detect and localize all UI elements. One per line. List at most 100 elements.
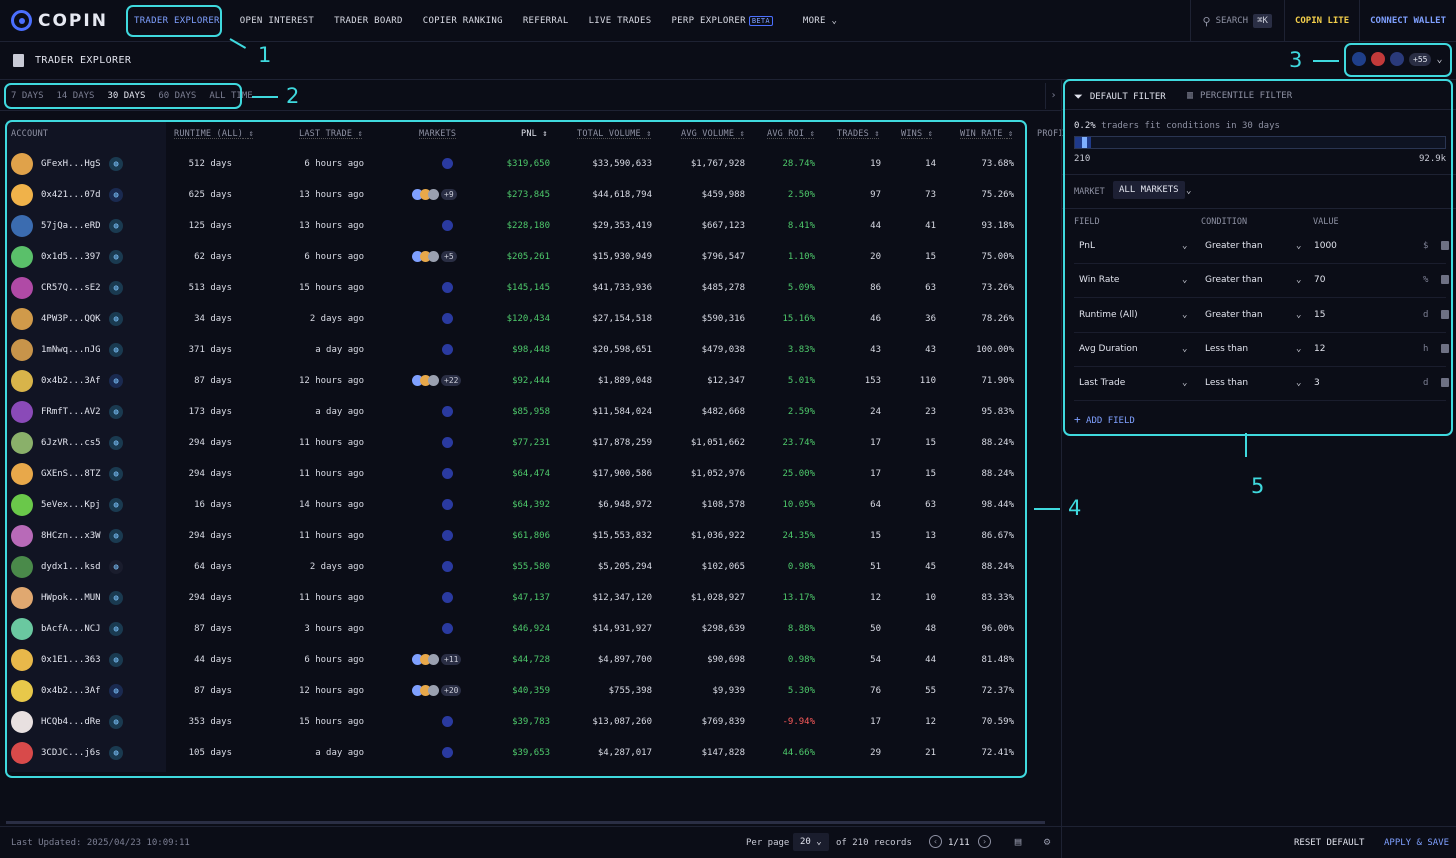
market-select[interactable]: ALL MARKETS [1113, 181, 1185, 199]
account-address[interactable]: 3CDJC...j6s [41, 748, 101, 758]
th-total-volume[interactable]: TOTAL VOLUME ⇕ [577, 129, 651, 139]
account-address[interactable]: HCQb4...dRe [41, 717, 101, 727]
avatar[interactable] [11, 401, 33, 423]
nav-trader-board[interactable]: TRADER BOARD [334, 15, 403, 26]
prev-page-button[interactable]: ‹ [929, 835, 942, 848]
filter-condition-select[interactable]: Less than [1205, 343, 1249, 354]
filter-condition-select[interactable]: Greater than [1205, 241, 1263, 251]
avatar[interactable] [11, 215, 33, 237]
th-runtime[interactable]: RUNTIME (ALL) ⇕ [174, 129, 254, 139]
time-option-all[interactable]: ALL TIME [209, 91, 253, 101]
nav-live-trades[interactable]: LIVE TRADES [588, 15, 652, 26]
avatar[interactable] [11, 525, 33, 547]
account-address[interactable]: FRmfT...AV2 [41, 407, 101, 417]
avatar[interactable] [11, 308, 33, 330]
table-row[interactable]: dydx1...ksd ◍ 64 days 2 days ago $55,580… [6, 552, 1062, 583]
trash-icon[interactable] [1441, 241, 1449, 250]
avatar[interactable] [11, 246, 33, 268]
nav-trader-explorer[interactable]: TRADER EXPLORER [134, 15, 220, 26]
avatar[interactable] [11, 339, 33, 361]
tab-percentile-filter[interactable]: ▥ PERCENTILE FILTER [1187, 90, 1292, 101]
settings-icon[interactable]: ⚙ [1043, 835, 1051, 848]
chevron-down-icon[interactable]: ⌄ [1182, 275, 1188, 286]
table-row[interactable]: 0x1E1...363 ◍ 44 days 6 hours ago +11 $4… [6, 645, 1062, 676]
account-address[interactable]: GXEnS...8TZ [41, 469, 101, 479]
filter-condition-select[interactable]: Greater than [1205, 275, 1263, 286]
protocol-selector[interactable]: +55 ⌄ [1352, 52, 1442, 66]
tab-default-filter[interactable]: ⏷ DEFAULT FILTER [1074, 90, 1166, 104]
avatar[interactable] [11, 184, 33, 206]
table-row[interactable]: CR57Q...sE2 ◍ 513 days 15 hours ago $145… [6, 273, 1062, 304]
table-row[interactable]: GXEnS...8TZ ◍ 294 days 11 hours ago $64,… [6, 459, 1062, 490]
reset-default-button[interactable]: RESET DEFAULT [1294, 838, 1365, 848]
avatar[interactable] [11, 277, 33, 299]
trash-icon[interactable] [1441, 309, 1449, 319]
account-address[interactable]: HWpok...MUN [41, 593, 101, 603]
filter-value-input[interactable]: 12 [1314, 343, 1326, 354]
nav-referral[interactable]: REFERRAL [522, 15, 569, 26]
filter-condition-select[interactable]: Less than [1205, 378, 1249, 389]
table-row[interactable]: HCQb4...dRe ◍ 353 days 15 hours ago $39,… [6, 707, 1062, 738]
avatar[interactable] [11, 587, 33, 609]
add-field-button[interactable]: + ADD FIELD [1074, 413, 1135, 426]
account-address[interactable]: 5eVex...Kpj [41, 500, 101, 510]
table-row[interactable]: 3CDJC...j6s ◍ 105 days a day ago $39,653… [6, 738, 1062, 769]
account-address[interactable]: 0x1d5...397 [41, 252, 101, 262]
chevron-down-icon[interactable]: ⌄ [1182, 309, 1188, 320]
th-avg-volume[interactable]: AVG VOLUME ⇕ [681, 129, 745, 139]
nav-more[interactable]: MORE ⌄ [793, 0, 847, 42]
avatar[interactable] [11, 153, 33, 175]
avatar[interactable] [11, 494, 33, 516]
apply-save-button[interactable]: APPLY & SAVE [1384, 838, 1450, 848]
filter-value-input[interactable]: 15 [1314, 309, 1326, 320]
th-pnl[interactable]: PNL ⇕ [521, 129, 548, 139]
account-address[interactable]: GFexH...HgS [41, 159, 101, 169]
table-row[interactable]: 0x4b2...3Af ◍ 87 days 12 hours ago +22 $… [6, 366, 1062, 397]
table-row[interactable]: 1mNwq...nJG ◍ 371 days a day ago $98,448… [6, 335, 1062, 366]
account-address[interactable]: dydx1...ksd [41, 562, 101, 572]
next-page-button[interactable]: › [978, 835, 991, 848]
chevron-down-icon[interactable]: ⌄ [1296, 275, 1302, 286]
time-option-7d[interactable]: 7 DAYS [11, 91, 44, 101]
time-option-14d[interactable]: 14 DAYS [56, 91, 95, 101]
table-row[interactable]: 0x1d5...397 ◍ 62 days 6 hours ago +5 $20… [6, 242, 1062, 273]
collapse-panel-button[interactable]: › [1045, 83, 1061, 109]
chevron-down-icon[interactable]: ⌄ [1296, 241, 1302, 251]
connect-wallet-button[interactable]: CONNECT WALLET [1370, 16, 1446, 26]
avatar[interactable] [11, 432, 33, 454]
th-last-trade[interactable]: LAST TRADE ⇕ [299, 129, 363, 139]
account-address[interactable]: 0x4b2...3Af [41, 686, 101, 696]
chevron-down-icon[interactable]: ⌄ [1186, 186, 1192, 196]
table-row[interactable]: HWpok...MUN ◍ 294 days 11 hours ago $47,… [6, 583, 1062, 614]
table-row[interactable]: 0x421...07d ◍ 625 days 13 hours ago +9 $… [6, 180, 1062, 211]
filter-value-input[interactable]: 1000 [1314, 241, 1337, 251]
table-row[interactable]: FRmfT...AV2 ◍ 173 days a day ago $85,958… [6, 397, 1062, 428]
avatar[interactable] [11, 556, 33, 578]
table-row[interactable]: 5eVex...Kpj ◍ 16 days 14 hours ago $64,3… [6, 490, 1062, 521]
th-trades[interactable]: TRADES ⇕ [837, 129, 880, 139]
export-icon[interactable]: ▤ [1014, 835, 1022, 848]
chevron-down-icon[interactable]: ⌄ [1182, 241, 1188, 251]
chevron-down-icon[interactable]: ⌄ [1296, 378, 1302, 389]
copin-lite-button[interactable]: COPIN LITE [1294, 16, 1350, 26]
table-row[interactable]: bAcfA...NCJ ◍ 87 days 3 hours ago $46,92… [6, 614, 1062, 645]
table-row[interactable]: 4PW3P...QQK ◍ 34 days 2 days ago $120,43… [6, 304, 1062, 335]
horizontal-scrollbar[interactable] [6, 821, 1045, 824]
time-option-30d[interactable]: 30 DAYS [107, 91, 146, 101]
per-page-select[interactable]: 20 ⌄ [793, 833, 829, 851]
avatar[interactable] [11, 649, 33, 671]
filter-field-select[interactable]: Avg Duration [1079, 343, 1138, 354]
th-wins[interactable]: WINS ⇕ [901, 129, 933, 139]
chevron-down-icon[interactable]: ⌄ [1182, 343, 1188, 354]
th-avg-roi[interactable]: AVG ROI ⇕ [767, 129, 815, 139]
table-row[interactable]: 8HCzn...x3W ◍ 294 days 11 hours ago $61,… [6, 521, 1062, 552]
nav-copier-ranking[interactable]: COPIER RANKING [422, 15, 503, 26]
avatar[interactable] [11, 463, 33, 485]
nav-open-interest[interactable]: OPEN INTEREST [239, 15, 315, 26]
chevron-down-icon[interactable]: ⌄ [1296, 343, 1302, 354]
account-address[interactable]: 8HCzn...x3W [41, 531, 101, 541]
chevron-down-icon[interactable]: ⌄ [1182, 378, 1188, 389]
chevron-down-icon[interactable]: ⌄ [1296, 309, 1302, 320]
time-option-60d[interactable]: 60 DAYS [158, 91, 197, 101]
table-row[interactable]: 0x4b2...3Af ◍ 87 days 12 hours ago +20 $… [6, 676, 1062, 707]
